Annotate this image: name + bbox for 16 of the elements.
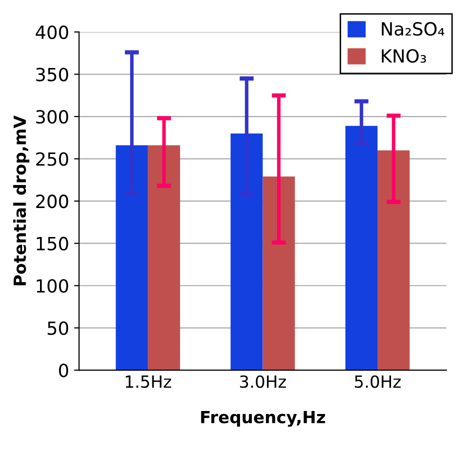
y-tick-label: 250 (36, 152, 68, 166)
x-tick-label: 1.5Hz (126, 376, 172, 388)
x-axis-title: Frequency,Hz (201, 410, 326, 427)
y-tick-label: 350 (36, 68, 68, 82)
legend-label: KNO₃ (382, 49, 426, 63)
y-tick-label: 0 (59, 364, 68, 378)
y-tick-label: 400 (36, 25, 68, 40)
x-tick-label: 5.0Hz (354, 375, 401, 388)
legend-label: Na₂SO₄ (382, 22, 444, 36)
y-tick-label: 50 (48, 321, 68, 336)
y-axis-title: Potential drop,mV (13, 115, 30, 286)
y-tick-label: 200 (36, 194, 68, 208)
y-tick-label: 100 (36, 279, 68, 293)
y-tick-label: 300 (36, 110, 68, 124)
y-tick-label: 150 (36, 236, 68, 250)
x-tick-label: 3.0Hz (240, 375, 286, 388)
